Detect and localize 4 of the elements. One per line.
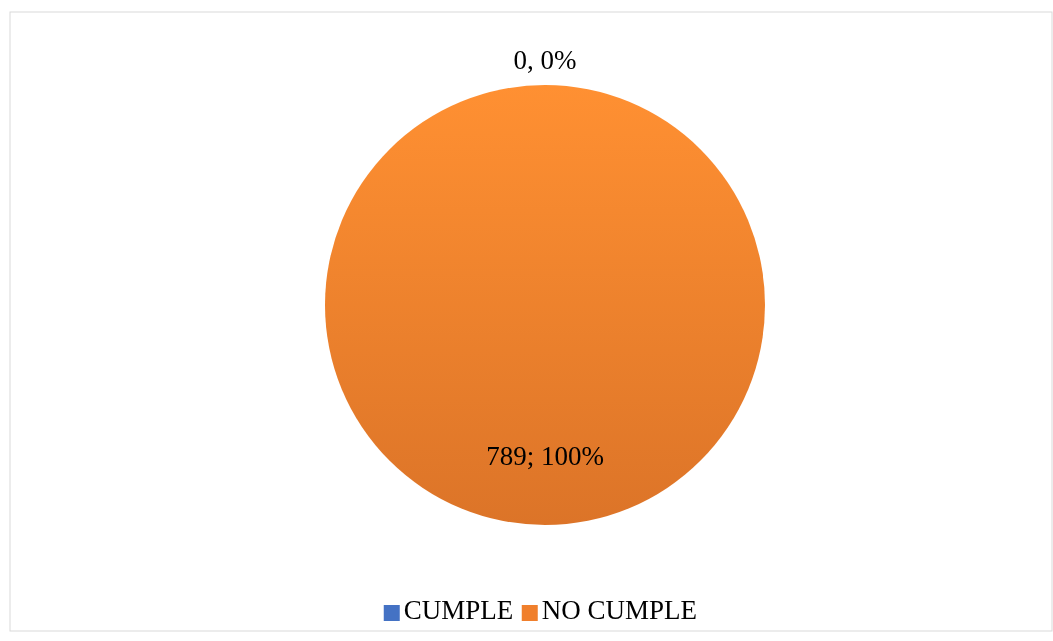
text: 0, 0% [513,45,577,75]
legend-label: NO CUMPLE [541,595,698,626]
data-label: 789; 100% [486,441,604,472]
legend-label: CUMPLE [403,595,514,626]
